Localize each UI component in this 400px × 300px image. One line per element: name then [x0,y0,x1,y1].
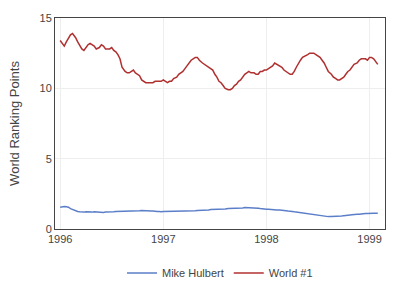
svg-text:World #1: World #1 [269,267,313,279]
svg-text:Mike Hulbert: Mike Hulbert [162,267,224,279]
svg-text:World Ranking Points: World Ranking Points [7,61,22,186]
svg-text:10: 10 [40,82,52,94]
svg-text:1998: 1998 [254,233,278,245]
svg-text:1999: 1999 [357,233,381,245]
svg-text:15: 15 [40,12,52,24]
svg-text:1996: 1996 [48,233,72,245]
svg-text:5: 5 [46,153,52,165]
svg-text:1997: 1997 [151,233,175,245]
svg-text:0: 0 [46,223,52,235]
